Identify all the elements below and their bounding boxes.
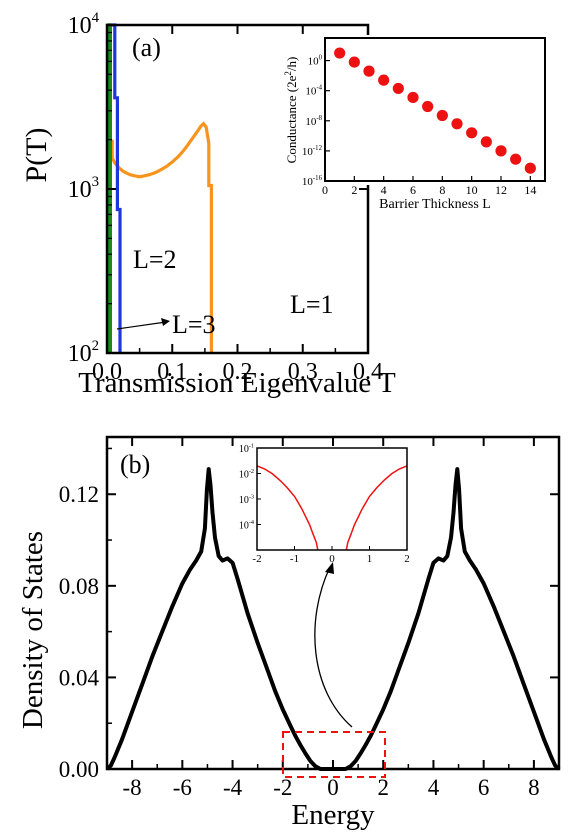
conductance-point [378, 74, 390, 86]
conductance-point [466, 127, 478, 139]
panel-a-series [106, 23, 213, 353]
conductance-point [348, 56, 360, 68]
x-tick-label: 4 [428, 775, 440, 800]
inset-b-y-tick-label: 10-1 [239, 443, 254, 456]
inset-a-y-tick-label: 10-16 [302, 175, 323, 188]
inset-a-bg [278, 35, 546, 185]
inset-b-x-tick-label: 0 [329, 553, 335, 565]
inset-a: 0 2 4 6 8 10 12 14 100 10-4 10-8 10-12 10-16 Barrier… [278, 35, 546, 212]
x-tick-label: -6 [173, 775, 192, 800]
y-tick-label: 104 [68, 10, 100, 39]
y-tick-label: 103 [68, 174, 99, 203]
inset-b-x-tick-label: -1 [290, 553, 299, 565]
y-tick-label: 0.08 [59, 574, 99, 599]
panel-b-ticks: -8 -6 -4 -2 0 2 4 6 8 0.00 0.04 0.08 0.12 [59, 437, 559, 800]
conductance-point [451, 118, 463, 130]
inset-a-ylabel: Conductance (2e2/h) [283, 57, 299, 164]
inset-b-y-tick-label: 10-3 [239, 494, 254, 507]
y-tick-label: 0.00 [59, 757, 99, 782]
inset-a-ylabel-sup: 2 [283, 71, 293, 76]
inset-b-y-tick-label: 10-2 [239, 468, 254, 481]
x-tick-label: 0.0 [92, 359, 122, 385]
conductance-point [392, 82, 404, 95]
conductance-point [363, 65, 375, 77]
x-tick-label: 0.1 [157, 359, 187, 385]
inset-b-y-tick-label: 10-4 [239, 519, 254, 532]
inset-a-x-tick-label: 0 [322, 183, 328, 197]
conductance-point [510, 153, 522, 165]
conductance-point [480, 136, 492, 148]
inset-a-ylabel-a: Conductance (2e [284, 75, 299, 163]
zoom-arrow-head [325, 562, 334, 574]
inset-a-x-tick-label: 10 [466, 183, 478, 197]
arrow-L3 [116, 321, 167, 330]
inset-a-ylabel-b: /h) [284, 57, 299, 71]
panel-b-ylabel: Density of States [17, 531, 49, 729]
x-tick-label: 2 [377, 775, 389, 800]
panel-a-ticks: 0.0 0.1 0.2 0.3 0.4 102 103 104 [68, 10, 383, 385]
inset-b-frame [256, 447, 408, 551]
inset-a-y-tick-label: 100 [308, 55, 323, 68]
inset-a-frame [324, 37, 546, 182]
label-L2: L=2 [133, 245, 177, 274]
y-tick-label: 0.12 [59, 482, 99, 507]
panel-b-xlabel: Energy [291, 799, 375, 831]
dos-curve [105, 467, 561, 771]
inset-b-x-tick-label: -2 [252, 553, 261, 565]
conductance-point [334, 47, 346, 59]
label-L1: L=1 [290, 290, 334, 319]
panel-a-ylabel: P(T) [20, 128, 53, 183]
conductance-point [407, 91, 419, 104]
panel-b-label: (b) [120, 450, 150, 479]
x-tick-label: 0.2 [223, 359, 253, 385]
label-L3: L=3 [172, 310, 216, 339]
zoom-arrow [314, 566, 353, 728]
inset-b-curve [256, 465, 408, 551]
conductance-point [524, 162, 536, 174]
inset-a-x-tick-label: 2 [351, 183, 357, 197]
inset-a-x-tick-label: 12 [495, 183, 507, 197]
x-tick-label: 0.3 [288, 359, 318, 385]
y-tick-label: 0.04 [59, 665, 100, 690]
conductance-point [422, 100, 434, 113]
y-tick-label: 102 [68, 338, 99, 367]
x-tick-label: 6 [478, 775, 490, 800]
arrow-L3-head [161, 318, 170, 326]
x-tick-label: -2 [273, 775, 292, 800]
inset-a-y-tick-label: 10-8 [305, 115, 322, 128]
panel-a-xlabel: Transmission Eigenvalue T [78, 367, 396, 399]
x-tick-label: 8 [528, 775, 540, 800]
inset-a-x-tick-label: 4 [381, 183, 387, 197]
conductance-point [495, 145, 507, 157]
inset-a-y-tick-label: 10-12 [302, 145, 323, 158]
inset-a-x-tick-label: 6 [410, 183, 416, 197]
series-L1 [107, 23, 213, 353]
inset-a-x-tick-label: 14 [524, 183, 536, 197]
zoom-region-box [282, 731, 386, 778]
inset-b-ticks: -2 -1 0 1 2 10-1 10-2 10-3 10-4 [239, 443, 410, 566]
x-tick-label: -4 [223, 775, 243, 800]
inset-b-x-tick-label: 1 [367, 553, 373, 565]
panel-a-label: (a) [132, 33, 161, 62]
panel-b: -8 -6 -4 -2 0 2 4 6 8 0.00 0.04 0.08 0.12 (b) Energy… [17, 435, 561, 831]
x-tick-label: 0.4 [353, 359, 383, 385]
inset-b: -2 -1 0 1 2 10-1 10-2 10-3 10-4 [239, 443, 410, 566]
inset-a-dots [334, 47, 536, 174]
inset-b-x-tick-label: 2 [404, 553, 410, 565]
x-tick-label: 0 [327, 775, 339, 800]
inset-a-xlabel: Barrier Thickness L [379, 197, 491, 212]
inset-a-x-tick-label: 8 [439, 183, 445, 197]
inset-a-ticks: 0 2 4 6 8 10 12 14 100 10-4 10-8 10-12 10-16 [302, 55, 536, 197]
conductance-point [436, 109, 448, 122]
inset-a-y-tick-label: 10-4 [305, 85, 322, 98]
x-tick-label: -8 [123, 775, 142, 800]
